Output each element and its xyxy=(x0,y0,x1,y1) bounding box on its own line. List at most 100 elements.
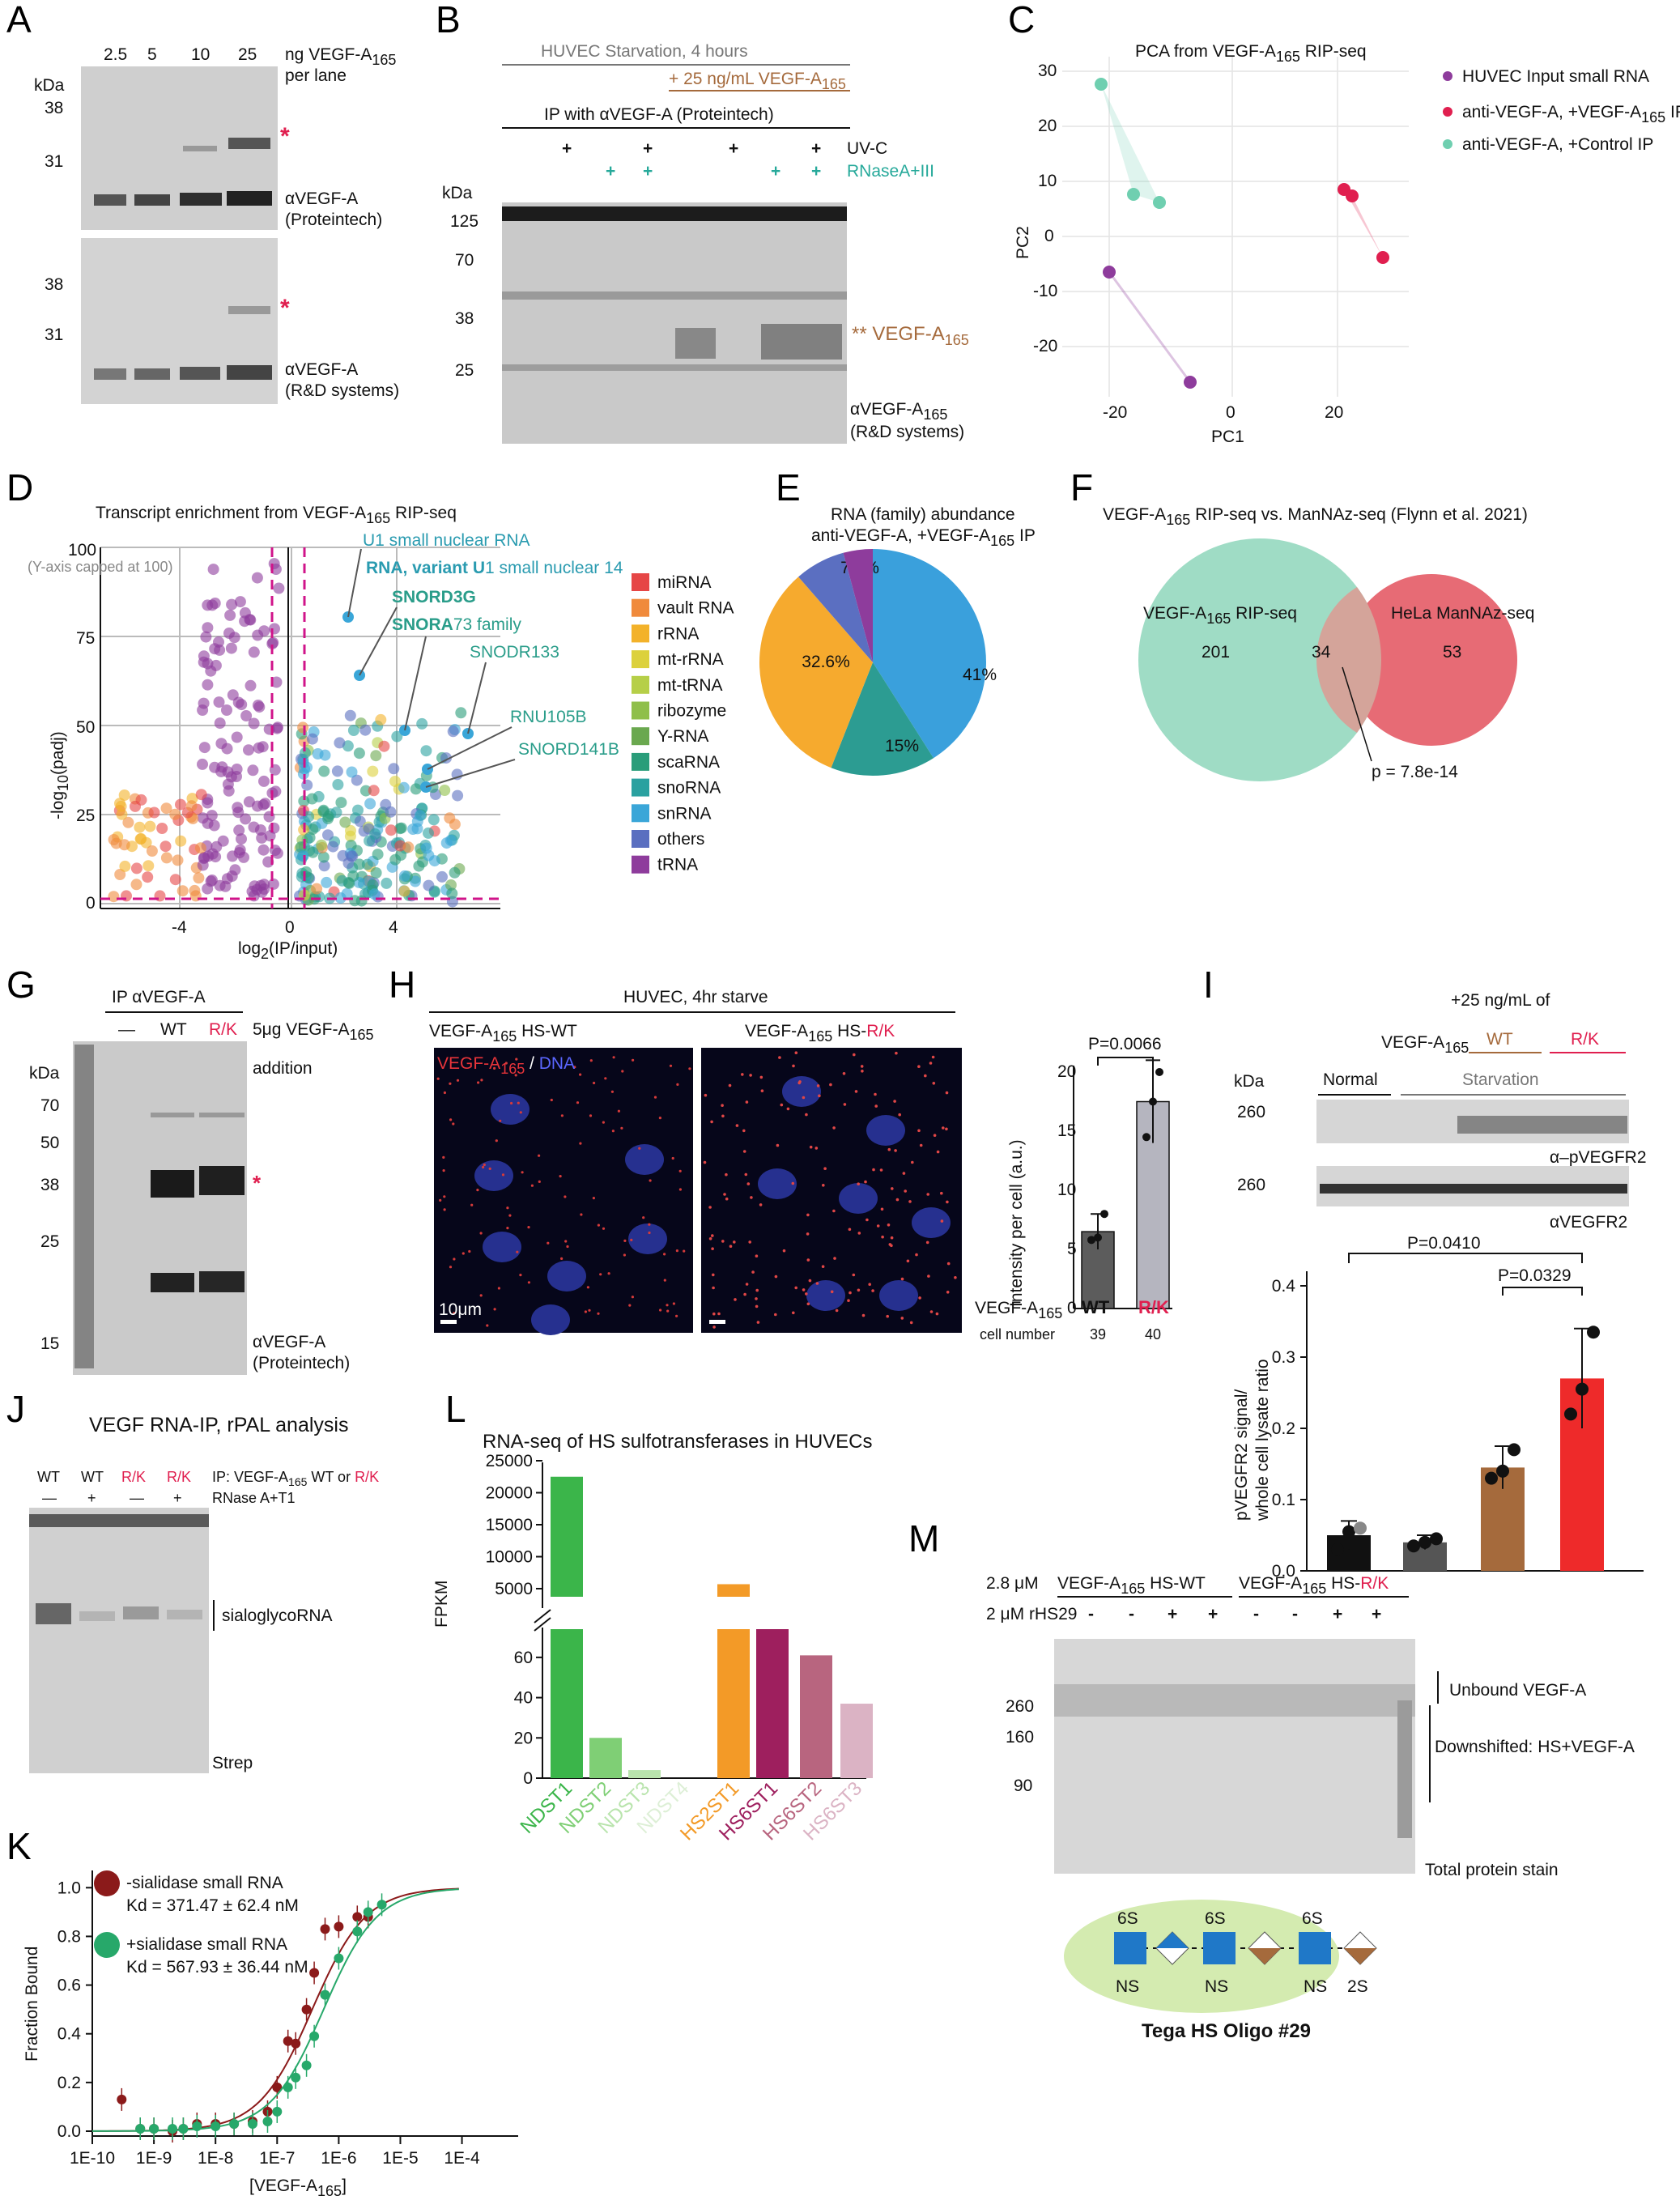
blot-band xyxy=(228,138,270,149)
antibody-label: αVEGF-A xyxy=(285,189,358,208)
volcano-point xyxy=(193,872,205,884)
y-tick: 0.6 xyxy=(57,1977,81,1995)
blot-image xyxy=(502,202,847,444)
volcano-point xyxy=(303,811,315,823)
blot-band xyxy=(1320,1184,1627,1194)
vegf-puncta xyxy=(954,1276,957,1279)
vegf-puncta xyxy=(893,1100,896,1103)
volcano-point xyxy=(273,582,285,594)
volcano-point xyxy=(353,858,365,870)
volcano-point xyxy=(359,724,372,736)
y-tick: 25 xyxy=(76,806,95,825)
vegf-puncta xyxy=(759,1075,763,1079)
vegf-puncta xyxy=(874,1092,877,1096)
volcano-point xyxy=(205,875,217,887)
lane-label: WT xyxy=(81,1469,104,1485)
stain-label: Total protein stain xyxy=(1425,1861,1559,1879)
panel-c: C PCA from VEGF-A165 RIP-seq 30 20 10 0 … xyxy=(1008,0,1680,446)
volcano-point xyxy=(318,765,330,777)
volcano-point xyxy=(372,849,384,861)
vegf-puncta xyxy=(891,1187,894,1190)
vegf-puncta xyxy=(620,1126,623,1130)
volcano-point xyxy=(259,798,271,810)
panel-label-a: A xyxy=(6,0,32,40)
pvalue-leader xyxy=(1342,666,1372,762)
marker: 90 xyxy=(1014,1777,1032,1795)
volcano-point xyxy=(175,835,187,847)
vegf-puncta xyxy=(933,1134,937,1137)
vegf-puncta xyxy=(794,1286,797,1290)
vegf-puncta xyxy=(710,1120,713,1124)
vegf-puncta xyxy=(516,1250,519,1253)
vegf-puncta xyxy=(517,1101,520,1104)
volcano-point xyxy=(202,797,214,809)
panel-title: HUVEC, 4hr starve xyxy=(623,988,768,1006)
rnase-sign: — xyxy=(42,1490,57,1506)
fpkm-bar-chart: 2500020000150001000050006040200NDST1NDST… xyxy=(486,1452,873,1845)
marker-31: 31 xyxy=(45,152,63,171)
volcano-point xyxy=(440,837,453,849)
y-tick: 75 xyxy=(76,629,95,648)
gel-image xyxy=(1054,1639,1415,1874)
replicate-point xyxy=(1508,1443,1521,1457)
vegf-puncta xyxy=(782,1249,786,1253)
axis-cap-note: (Y-axis capped at 100) xyxy=(28,559,172,575)
vegf-puncta xyxy=(751,1270,755,1274)
nucleus xyxy=(628,1223,667,1254)
y-tick: 20 xyxy=(514,1729,533,1747)
volcano-point xyxy=(446,887,458,900)
vegf-puncta xyxy=(621,1070,624,1073)
volcano-point xyxy=(321,876,333,888)
volcano-point xyxy=(108,834,120,845)
vegf-puncta xyxy=(497,1287,501,1290)
volcano-point xyxy=(322,811,334,823)
antibody-source: (Proteintech) xyxy=(253,1354,350,1372)
vegf-puncta xyxy=(830,1290,834,1294)
vegf-puncta xyxy=(461,1252,465,1255)
rnase-plus: + xyxy=(771,162,780,181)
y-tick: 0.0 xyxy=(1272,1562,1295,1581)
legend-swatch xyxy=(632,830,649,848)
volcano-point xyxy=(239,615,251,628)
y-tick: -10 xyxy=(1033,282,1057,300)
volcano-point xyxy=(395,822,407,834)
vegf-puncta xyxy=(712,1326,716,1329)
normal-label: Normal xyxy=(1323,1070,1378,1089)
replicate-point xyxy=(1407,1539,1420,1553)
venn-set-1 xyxy=(1138,538,1381,781)
volcano-point xyxy=(252,700,264,711)
volcano-point xyxy=(246,885,258,897)
volcano-point xyxy=(347,870,359,882)
legend-swatch xyxy=(632,804,649,823)
scale-bar xyxy=(709,1320,725,1324)
volcano-point xyxy=(248,646,260,658)
volcano-point xyxy=(231,731,243,743)
label-leader xyxy=(404,636,427,731)
legend-swatch xyxy=(632,675,649,694)
rhs-sign: - xyxy=(1129,1605,1134,1623)
annotation: RNU105B xyxy=(510,708,587,726)
y-tick: 0 xyxy=(523,1769,533,1788)
y-tick: 0.2 xyxy=(57,2074,81,2092)
volcano-point xyxy=(318,860,330,872)
vegf-puncta xyxy=(733,1240,736,1244)
volcano-point xyxy=(452,789,464,802)
vegf-puncta xyxy=(538,1154,541,1157)
nucleus xyxy=(866,1115,905,1146)
y-tick: 10 xyxy=(1038,172,1057,190)
scale-bar-label: 10μm xyxy=(439,1300,482,1319)
vegf-label: VEGF-A165 xyxy=(1381,1033,1469,1056)
vegf-puncta xyxy=(486,1324,489,1327)
volcano-point xyxy=(185,800,198,812)
replicate-point xyxy=(1418,1535,1431,1549)
y-tick: 60 xyxy=(514,1649,533,1667)
vegf-puncta xyxy=(453,1312,456,1315)
x-tick: 20 xyxy=(1325,403,1343,422)
marker: 260 xyxy=(1006,1697,1034,1716)
data-point xyxy=(168,2124,177,2134)
volcano-point xyxy=(234,596,246,608)
vegf-puncta xyxy=(439,1198,442,1202)
vegf-puncta xyxy=(566,1245,569,1249)
volcano-point xyxy=(398,885,410,897)
vegf-puncta xyxy=(480,1079,483,1082)
